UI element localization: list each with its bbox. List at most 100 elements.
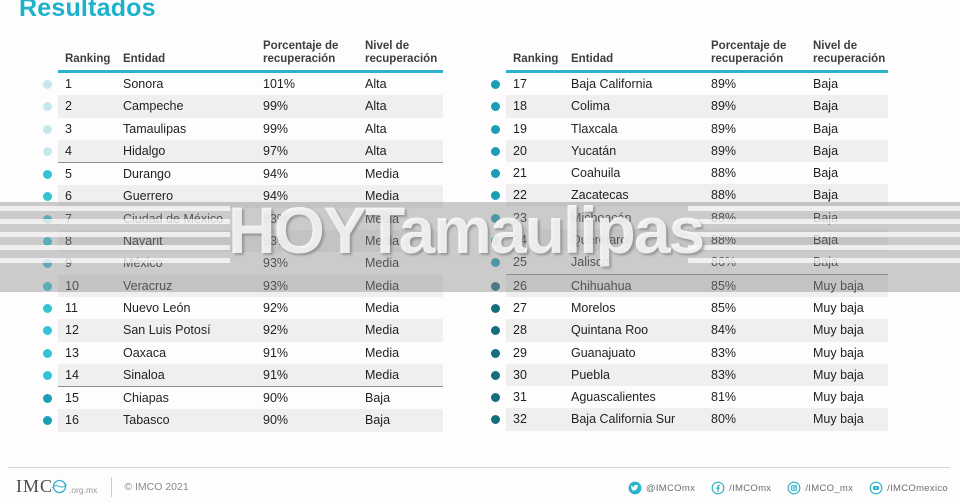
percentage-cell: 92% [263, 323, 289, 338]
rank-cell: 7 [65, 211, 72, 226]
table-row: 29 Guanajuato 83% Muy baja [491, 342, 888, 364]
percentage-cell: 84% [711, 323, 737, 338]
copyright-text: © IMCO 2021 [124, 480, 189, 493]
entity-cell: Colima [571, 99, 610, 114]
percentage-cell: 99% [263, 121, 289, 136]
rank-cell: 21 [513, 166, 527, 181]
level-dot-icon [491, 191, 500, 201]
level-dot-icon [491, 258, 500, 268]
entity-cell: Querétaro [571, 233, 628, 248]
table-row: 25 Jalisco 86% Baja [491, 251, 888, 275]
level-cell: Media [365, 167, 400, 182]
rank-cell: 16 [65, 413, 79, 428]
level-cell: Media [365, 234, 400, 249]
level-cell: Baja [813, 121, 839, 136]
level-cell: Muy baja [813, 300, 864, 315]
entity-cell: Michoacán [571, 210, 632, 225]
percentage-cell: 90% [263, 413, 289, 428]
table-left-header: Ranking Entidad Porcentaje de recuperació… [58, 30, 443, 73]
level-cell: Muy baja [813, 345, 864, 360]
table-row: 12 San Luis Potosí 92% Media [43, 319, 443, 342]
level-dot-icon [43, 124, 52, 134]
level-cell: Media [365, 367, 400, 382]
level-dot-icon [43, 326, 52, 336]
entity-cell: Sinaloa [123, 367, 165, 382]
col-nivel: Nivel de recuperación [365, 40, 438, 65]
entity-cell: Jalisco [571, 255, 610, 270]
rank-cell: 8 [65, 234, 72, 249]
level-cell: Media [365, 300, 400, 315]
level-cell: Muy baja [813, 278, 864, 293]
percentage-cell: 89% [711, 99, 737, 114]
rank-cell: 24 [513, 233, 527, 248]
percentage-cell: 90% [263, 391, 289, 406]
rank-cell: 22 [513, 188, 527, 203]
rank-cell: 14 [65, 367, 79, 382]
entity-cell: Coahuila [571, 166, 621, 181]
entity-cell: Durango [123, 167, 171, 182]
percentage-cell: 80% [711, 412, 737, 427]
instagram-icon [787, 481, 801, 495]
entity-cell: Oaxaca [123, 345, 167, 360]
rank-cell: 26 [513, 278, 527, 293]
page-title: Resultados [19, 0, 156, 22]
level-dot-icon [43, 214, 52, 224]
percentage-cell: 81% [711, 390, 737, 405]
table-row: 5 Durango 94% Media [43, 163, 443, 185]
youtube-handle: /IMCOmexico [887, 482, 948, 494]
level-cell: Muy baja [813, 412, 864, 427]
entity-cell: Chiapas [123, 391, 169, 406]
level-dot-icon [43, 170, 52, 180]
percentage-cell: 85% [711, 278, 737, 293]
rank-cell: 25 [513, 255, 527, 270]
table-row: 26 Chihuahua 85% Muy baja [491, 274, 888, 297]
entity-cell: Tabasco [123, 413, 170, 428]
entity-cell: Tamaulipas [123, 121, 187, 136]
social-youtube[interactable]: /IMCOmexico [869, 481, 948, 495]
rank-cell: 31 [513, 390, 527, 405]
level-dot-icon [491, 281, 500, 291]
percentage-cell: 89% [711, 143, 737, 158]
level-cell: Baja [813, 210, 839, 225]
entity-cell: Hidalgo [123, 143, 166, 158]
entity-cell: Guerrero [123, 189, 174, 204]
percentage-cell: 89% [711, 77, 737, 91]
imco-logo-icon [52, 479, 67, 494]
level-dot-icon [43, 348, 52, 358]
level-dot-icon [43, 281, 52, 291]
table-row: 22 Zacatecas 88% Baja [491, 184, 888, 207]
rank-cell: 5 [65, 167, 72, 182]
table-left: Ranking Entidad Porcentaje de recuperació… [43, 30, 443, 432]
rank-cell: 28 [513, 323, 527, 338]
social-facebook[interactable]: /IMCOmx [711, 481, 771, 495]
level-cell: Baja [365, 413, 391, 428]
level-cell: Media [365, 345, 400, 360]
percentage-cell: 94% [263, 189, 289, 204]
social-instagram[interactable]: /IMCO_mx [787, 481, 853, 495]
percentage-cell: 92% [263, 300, 289, 315]
table-row: 15 Chiapas 90% Baja [43, 387, 443, 409]
table-right: Ranking Entidad Porcentaje de recuperació… [491, 30, 888, 431]
rank-cell: 17 [513, 77, 527, 91]
entity-cell: Quintana Roo [571, 323, 649, 338]
level-dot-icon [491, 169, 500, 179]
youtube-icon [869, 481, 883, 495]
level-cell: Baja [813, 188, 839, 203]
level-cell: Media [365, 278, 400, 293]
social-twitter[interactable]: @IMCOmx [628, 481, 695, 495]
percentage-cell: 94% [263, 167, 289, 182]
table-left-body: 1 Sonora 101% Alta 2 Campeche 99% Alta 3 Tamaulip… [43, 73, 443, 432]
level-dot-icon [43, 394, 52, 404]
col-nivel: Nivel de recuperación [813, 40, 886, 65]
entity-cell: México [123, 256, 163, 271]
level-dot-icon [491, 415, 500, 425]
level-dot-icon [491, 236, 500, 246]
level-dot-icon [43, 146, 52, 156]
table-row: 6 Guerrero 94% Media [43, 185, 443, 208]
level-dot-icon [491, 124, 500, 134]
entity-cell: Guanajuato [571, 345, 636, 360]
table-right-body: 17 Baja California 89% Baja 18 Colima 89% Baja 1… [491, 73, 888, 431]
table-row: 3 Tamaulipas 99% Alta [43, 118, 443, 140]
table-row: 11 Nuevo León 92% Media [43, 297, 443, 319]
level-dot-icon [43, 102, 52, 112]
